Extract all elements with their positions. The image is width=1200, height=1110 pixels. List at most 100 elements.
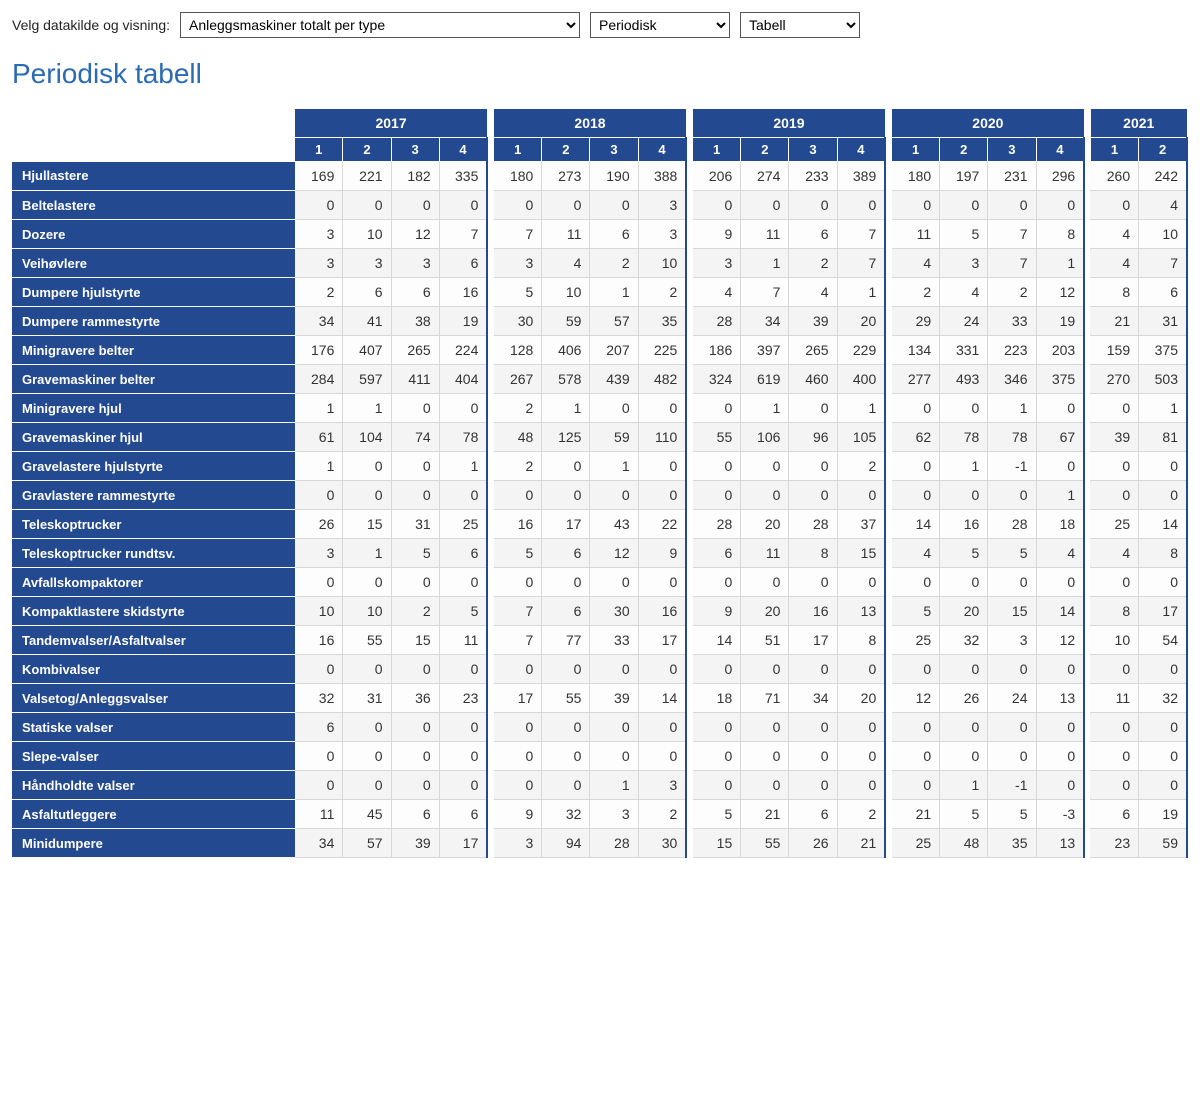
table-cell: 1 — [590, 452, 638, 481]
table-cell: 4 — [892, 539, 940, 568]
table-cell: 51 — [741, 626, 789, 655]
view-select[interactable]: Tabell — [740, 12, 860, 38]
table-cell: 7 — [1139, 249, 1187, 278]
table-cell: 0 — [1139, 742, 1187, 771]
table-cell: 180 — [494, 162, 542, 191]
table-cell: 25 — [892, 829, 940, 858]
table-cell: 78 — [439, 423, 487, 452]
table-cell: 5 — [940, 539, 988, 568]
table-cell: 274 — [741, 162, 789, 191]
table-cell: 21 — [741, 800, 789, 829]
table-cell: 3 — [295, 220, 343, 249]
table-cell: 0 — [837, 771, 885, 800]
table-cell: 1 — [741, 249, 789, 278]
table-cell: 2 — [837, 800, 885, 829]
table-cell: 0 — [789, 655, 837, 684]
table-cell: 0 — [789, 713, 837, 742]
table-cell: 3 — [494, 249, 542, 278]
table-cell: 35 — [988, 829, 1036, 858]
table-cell: 12 — [391, 220, 439, 249]
table-cell: 31 — [391, 510, 439, 539]
table-cell: 0 — [542, 742, 590, 771]
table-cell: 7 — [988, 220, 1036, 249]
table-cell: 296 — [1036, 162, 1084, 191]
table-cell: 128 — [494, 336, 542, 365]
table-cell: 105 — [837, 423, 885, 452]
table-cell: 2 — [590, 249, 638, 278]
table-cell: 0 — [1139, 771, 1187, 800]
table-cell: 0 — [1090, 568, 1138, 597]
table-cell: 1 — [940, 452, 988, 481]
table-cell: 460 — [789, 365, 837, 394]
table-cell: 62 — [892, 423, 940, 452]
table-cell: 0 — [1090, 655, 1138, 684]
table-cell: 1 — [988, 394, 1036, 423]
table-cell: 0 — [693, 191, 741, 220]
page-title: Periodisk tabell — [12, 58, 1188, 90]
table-cell: 0 — [940, 742, 988, 771]
table-cell: 0 — [638, 568, 686, 597]
table-cell: 74 — [391, 423, 439, 452]
table-cell: 35 — [638, 307, 686, 336]
table-cell: 30 — [638, 829, 686, 858]
table-cell: 0 — [892, 713, 940, 742]
table-cell: 284 — [295, 365, 343, 394]
table-cell: 0 — [789, 452, 837, 481]
table-cell: 3 — [638, 771, 686, 800]
table-cell: 375 — [1139, 336, 1187, 365]
table-cell: 1 — [741, 394, 789, 423]
table-cell: 277 — [892, 365, 940, 394]
table-cell: 0 — [295, 191, 343, 220]
table-row: Håndholdte valser00000013000001-1000 — [12, 771, 1187, 800]
row-header: Teleskoptrucker — [12, 510, 295, 539]
table-cell: 26 — [789, 829, 837, 858]
row-header: Minigravere hjul — [12, 394, 295, 423]
table-cell: 0 — [439, 655, 487, 684]
table-cell: 0 — [1036, 655, 1084, 684]
table-cell: 0 — [1090, 481, 1138, 510]
table-cell: 13 — [1036, 829, 1084, 858]
table-cell: 229 — [837, 336, 885, 365]
table-cell: 0 — [494, 191, 542, 220]
table-cell: 106 — [741, 423, 789, 452]
table-cell: 1 — [837, 394, 885, 423]
row-header: Asfaltutleggere — [12, 800, 295, 829]
table-cell: 23 — [1090, 829, 1138, 858]
table-cell: 16 — [940, 510, 988, 539]
row-header: Gravelastere hjulstyrte — [12, 452, 295, 481]
table-cell: 4 — [1090, 220, 1138, 249]
table-cell: 0 — [988, 568, 1036, 597]
quarter-header: 1 — [892, 138, 940, 162]
table-cell: 335 — [439, 162, 487, 191]
datasource-select[interactable]: Anleggsmaskiner totalt per type — [180, 12, 580, 38]
table-cell: 34 — [295, 307, 343, 336]
row-header: Gravemaskiner belter — [12, 365, 295, 394]
table-cell: 11 — [741, 539, 789, 568]
table-cell: 3 — [391, 249, 439, 278]
table-cell: 203 — [1036, 336, 1084, 365]
table-cell: 1 — [1036, 481, 1084, 510]
table-cell: 0 — [391, 452, 439, 481]
table-cell: 493 — [940, 365, 988, 394]
table-cell: 1 — [1036, 249, 1084, 278]
table-cell: 503 — [1139, 365, 1187, 394]
table-cell: 206 — [693, 162, 741, 191]
table-row: Slepe-valser000000000000000000 — [12, 742, 1187, 771]
table-cell: 14 — [693, 626, 741, 655]
period-select[interactable]: Periodisk — [590, 12, 730, 38]
table-row: Minigravere hjul110021000101001001 — [12, 394, 1187, 423]
table-cell: 2 — [494, 452, 542, 481]
table-cell: 57 — [590, 307, 638, 336]
table-cell: 59 — [590, 423, 638, 452]
table-cell: 2 — [837, 452, 885, 481]
table-cell: 0 — [295, 655, 343, 684]
table-cell: 4 — [1090, 249, 1138, 278]
table-cell: 37 — [837, 510, 885, 539]
table-cell: 11 — [892, 220, 940, 249]
table-cell: 0 — [1139, 481, 1187, 510]
table-cell: 34 — [295, 829, 343, 858]
table-cell: 0 — [837, 191, 885, 220]
table-cell: 104 — [343, 423, 391, 452]
table-row: Kompaktlastere skidstyrte101025763016920… — [12, 597, 1187, 626]
table-cell: 0 — [1090, 771, 1138, 800]
